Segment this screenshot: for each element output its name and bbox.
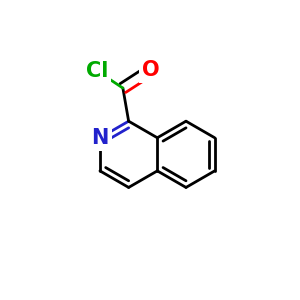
Text: N: N: [91, 128, 109, 148]
Text: O: O: [142, 60, 160, 80]
Text: Cl: Cl: [86, 61, 108, 81]
